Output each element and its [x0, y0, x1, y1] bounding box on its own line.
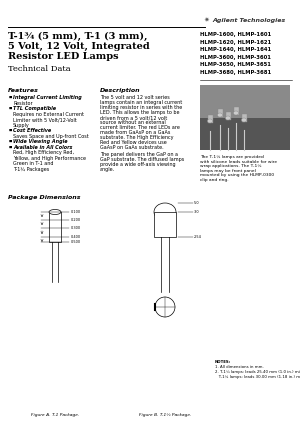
Text: 5 Volt, 12 Volt, Integrated: 5 Volt, 12 Volt, Integrated [8, 42, 150, 51]
Text: Description: Description [100, 88, 141, 93]
Text: 0.100: 0.100 [71, 210, 81, 214]
Text: ■: ■ [9, 128, 12, 132]
Text: Technical Data: Technical Data [8, 65, 70, 73]
Circle shape [155, 297, 175, 317]
Text: Supply: Supply [13, 122, 30, 128]
Bar [200, 118, 290, 150]
Text: Cost Effective: Cost Effective [13, 128, 51, 133]
Text: Agilent Technologies: Agilent Technologies [212, 17, 285, 23]
Text: driven from a 5 volt/12 volt: driven from a 5 volt/12 volt [100, 115, 167, 120]
Text: T-1¾ lamps: leads 30.00 mm (1.18 in.) min.: T-1¾ lamps: leads 30.00 mm (1.18 in.) mi… [215, 375, 300, 379]
Text: 0.300: 0.300 [71, 226, 81, 230]
Text: substrate. The High Efficiency: substrate. The High Efficiency [100, 135, 173, 140]
Text: 3.0: 3.0 [194, 210, 200, 214]
Text: Wide Viewing Angle: Wide Viewing Angle [13, 139, 68, 144]
Text: 0.400: 0.400 [71, 235, 81, 239]
Text: Red and Yellow devices use: Red and Yellow devices use [100, 140, 167, 145]
Text: 1. All dimensions in mm.: 1. All dimensions in mm. [215, 365, 264, 369]
Ellipse shape [218, 113, 223, 117]
Text: clip and ring.: clip and ring. [200, 178, 229, 181]
Text: Requires no External Current: Requires no External Current [13, 111, 84, 116]
Text: Yellow, and High Performance: Yellow, and High Performance [13, 156, 86, 161]
Text: made from GaAsP on a GaAs: made from GaAsP on a GaAs [100, 130, 170, 135]
Bar [200, 85, 290, 150]
Text: Green in T-1 and: Green in T-1 and [13, 161, 53, 166]
Text: Integral Current Limiting: Integral Current Limiting [13, 95, 82, 100]
Text: limiting resistor in series with the: limiting resistor in series with the [100, 105, 182, 110]
Text: HLMP-3600, HLMP-3601: HLMP-3600, HLMP-3601 [200, 54, 271, 60]
Text: NOTES:: NOTES: [215, 360, 231, 364]
Text: LED. This allows the lamps to be: LED. This allows the lamps to be [100, 110, 179, 115]
Text: Figure B. T-1¾ Package.: Figure B. T-1¾ Package. [139, 413, 191, 417]
Bar [233, 107, 238, 115]
Text: Saves Space and Up-front Cost: Saves Space and Up-front Cost [13, 133, 89, 139]
Bar [242, 114, 247, 122]
Text: TTL Compatible: TTL Compatible [13, 106, 56, 111]
Text: lamps may be front panel: lamps may be front panel [200, 168, 256, 173]
Text: lamps contain an integral current: lamps contain an integral current [100, 100, 182, 105]
Bar [154, 212, 176, 237]
Text: HLMP-3650, HLMP-3651: HLMP-3650, HLMP-3651 [200, 62, 271, 67]
Text: with silicone leads suitable for wire: with silicone leads suitable for wire [200, 159, 277, 164]
Text: Figure A. T-1 Package.: Figure A. T-1 Package. [31, 413, 79, 417]
Text: ✷: ✷ [204, 17, 210, 23]
Text: T-1¾ (5 mm), T-1 (3 mm),: T-1¾ (5 mm), T-1 (3 mm), [8, 32, 148, 41]
Text: GaP substrate. The diffused lamps: GaP substrate. The diffused lamps [100, 157, 184, 162]
Text: The T-1¾ lamps are provided: The T-1¾ lamps are provided [200, 155, 264, 159]
Text: angle.: angle. [100, 167, 115, 172]
Bar [218, 109, 223, 117]
Text: current limiter. The red LEDs are: current limiter. The red LEDs are [100, 125, 180, 130]
Text: HLMP-3680, HLMP-3681: HLMP-3680, HLMP-3681 [200, 70, 271, 74]
Bar [208, 115, 212, 123]
Text: HLMP-1620, HLMP-1621: HLMP-1620, HLMP-1621 [200, 40, 271, 45]
Text: ■: ■ [9, 95, 12, 99]
Bar [226, 112, 230, 120]
Text: 0.200: 0.200 [71, 218, 81, 222]
Text: HLMP-1640, HLMP-1641: HLMP-1640, HLMP-1641 [200, 47, 271, 52]
Text: The 5 volt and 12 volt series: The 5 volt and 12 volt series [100, 95, 170, 100]
Text: 5.0: 5.0 [194, 201, 200, 205]
Text: mounted by using the HLMP-0300: mounted by using the HLMP-0300 [200, 173, 274, 177]
Text: HLMP-1600, HLMP-1601: HLMP-1600, HLMP-1601 [200, 32, 271, 37]
Text: Resistor LED Lamps: Resistor LED Lamps [8, 52, 118, 61]
Text: Red, High Efficiency Red,: Red, High Efficiency Red, [13, 150, 74, 155]
Text: 0.500: 0.500 [71, 240, 81, 244]
Text: source without an external: source without an external [100, 120, 166, 125]
Text: T-1¾ Packages: T-1¾ Packages [13, 167, 49, 172]
Text: provide a wide off-axis viewing: provide a wide off-axis viewing [100, 162, 176, 167]
Ellipse shape [226, 116, 230, 120]
Text: 2.54: 2.54 [194, 235, 202, 239]
Text: The panel delivers the GaP on a: The panel delivers the GaP on a [100, 152, 178, 157]
Ellipse shape [233, 111, 238, 115]
Text: ■: ■ [9, 144, 12, 148]
Text: Limiter with 5 Volt/12-Volt: Limiter with 5 Volt/12-Volt [13, 117, 77, 122]
Ellipse shape [208, 119, 212, 123]
Text: GaAsP on GaAs substrate.: GaAsP on GaAs substrate. [100, 145, 164, 150]
Bar [49, 212, 61, 242]
Text: ■: ■ [9, 106, 12, 110]
Text: Features: Features [8, 88, 39, 93]
Text: wrap applications. The T-1¾: wrap applications. The T-1¾ [200, 164, 262, 168]
Ellipse shape [49, 210, 61, 215]
Text: Package Dimensions: Package Dimensions [8, 195, 80, 200]
Text: Resistor: Resistor [13, 100, 33, 105]
Text: 2. T-1¾ lamps: leads 25.40 mm (1.0 in.) min.: 2. T-1¾ lamps: leads 25.40 mm (1.0 in.) … [215, 370, 300, 374]
Ellipse shape [154, 203, 176, 221]
Text: ■: ■ [9, 139, 12, 143]
Text: Available in All Colors: Available in All Colors [13, 144, 72, 150]
Ellipse shape [242, 118, 247, 122]
